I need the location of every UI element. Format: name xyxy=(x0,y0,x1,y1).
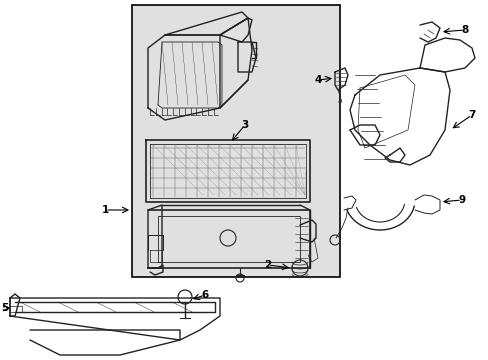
Bar xyxy=(132,5,339,277)
Text: 3: 3 xyxy=(241,120,248,130)
Text: 2: 2 xyxy=(264,260,271,270)
Text: 8: 8 xyxy=(461,25,468,35)
Text: 5: 5 xyxy=(1,303,9,313)
Text: 4: 4 xyxy=(314,75,321,85)
Text: 7: 7 xyxy=(468,110,475,120)
Text: 6: 6 xyxy=(201,290,208,300)
Text: 9: 9 xyxy=(458,195,465,205)
Text: 1: 1 xyxy=(101,205,108,215)
